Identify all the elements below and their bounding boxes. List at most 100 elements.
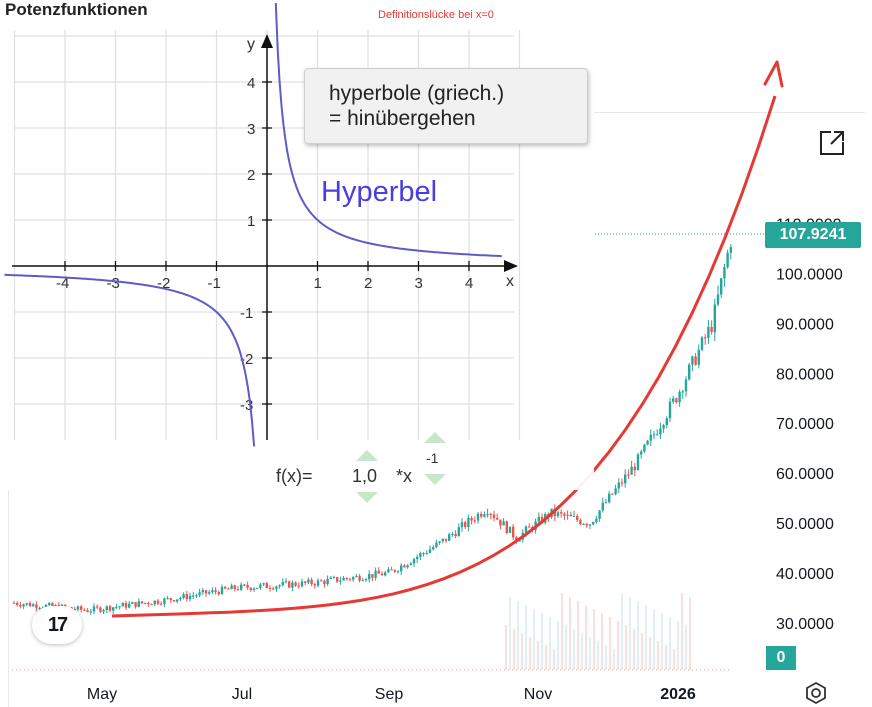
candle-body bbox=[233, 585, 236, 590]
candle-body bbox=[182, 594, 185, 598]
expand-chart-button[interactable] bbox=[800, 118, 864, 168]
candle-body bbox=[51, 603, 54, 607]
candle-body bbox=[243, 584, 246, 586]
candle-body bbox=[268, 587, 272, 589]
candle-body bbox=[156, 600, 160, 604]
candle-body bbox=[217, 591, 220, 595]
candle-body bbox=[323, 580, 326, 585]
candle-body bbox=[227, 588, 230, 590]
candle-body bbox=[12, 602, 16, 604]
volume-bar bbox=[661, 613, 663, 670]
candle-body bbox=[112, 607, 115, 611]
candle-body bbox=[444, 538, 448, 541]
candle-body bbox=[361, 580, 364, 582]
candle-body bbox=[704, 337, 707, 339]
candle-body bbox=[451, 533, 454, 535]
candle-body bbox=[368, 574, 371, 580]
candle-body bbox=[236, 589, 240, 591]
candle-body bbox=[601, 502, 604, 511]
candle-body bbox=[281, 581, 284, 586]
time-axis-tick: May bbox=[87, 686, 117, 703]
candle-body bbox=[384, 572, 387, 576]
candle-body bbox=[246, 584, 249, 588]
candle-body bbox=[275, 586, 278, 590]
exponent-value[interactable]: -1 bbox=[426, 450, 439, 466]
volume-bar bbox=[529, 637, 531, 670]
candle-body bbox=[592, 521, 595, 525]
volume-bar bbox=[681, 593, 683, 670]
time-axis-tick: Nov bbox=[524, 686, 552, 703]
candle-body bbox=[144, 602, 147, 604]
coefficient-value[interactable]: 1,0 bbox=[352, 466, 378, 486]
candle-body bbox=[585, 523, 588, 526]
volume-bar bbox=[649, 637, 651, 670]
price-axis-tick: 40.0000 bbox=[776, 566, 834, 583]
price-axis-tick: 100.0000 bbox=[776, 267, 843, 284]
candle-body bbox=[646, 440, 649, 445]
candle-body bbox=[265, 583, 268, 588]
volume-bar bbox=[605, 645, 607, 670]
candle-body bbox=[355, 575, 358, 578]
candle-body bbox=[380, 573, 384, 576]
exponent-decrease-arrow[interactable] bbox=[424, 474, 446, 485]
volume-badge: 0 bbox=[766, 646, 796, 670]
candle-body bbox=[137, 601, 140, 607]
volume-bar bbox=[565, 625, 567, 670]
candle-body bbox=[249, 587, 252, 591]
volume-bar bbox=[577, 601, 579, 670]
volume-bar bbox=[569, 597, 571, 670]
x-tick-label: -1 bbox=[208, 275, 221, 292]
volume-bar bbox=[505, 625, 507, 670]
candle-body bbox=[486, 513, 489, 515]
candle-body bbox=[508, 526, 512, 533]
candle-body bbox=[678, 391, 681, 403]
price-axis-tick: 90.0000 bbox=[776, 316, 834, 333]
settings-icon[interactable] bbox=[803, 680, 829, 706]
volume-bar bbox=[629, 597, 631, 670]
candle-body bbox=[464, 522, 467, 528]
candle-body bbox=[364, 579, 368, 581]
exponent-increase-arrow[interactable] bbox=[424, 432, 446, 443]
candle-body bbox=[668, 401, 672, 419]
candle-body bbox=[169, 598, 172, 601]
candle-body bbox=[563, 513, 566, 516]
candle-body bbox=[201, 590, 204, 593]
candle-body bbox=[512, 526, 515, 538]
x-axis-arrow bbox=[504, 260, 518, 272]
x-tick-label: -3 bbox=[107, 275, 120, 292]
volume-bar bbox=[517, 601, 519, 670]
trend-curve bbox=[111, 95, 777, 618]
candle-body bbox=[294, 582, 297, 586]
candle-body bbox=[121, 603, 124, 607]
candle-body bbox=[489, 513, 492, 515]
candle-body bbox=[720, 278, 723, 295]
candle-body bbox=[598, 510, 601, 519]
candle-body bbox=[131, 602, 134, 604]
candle-body bbox=[700, 337, 704, 350]
candle-body bbox=[604, 502, 608, 504]
coefficient-increase-arrow[interactable] bbox=[356, 450, 378, 461]
candle-body bbox=[352, 577, 355, 580]
volume-bar bbox=[601, 613, 603, 670]
volume-bar bbox=[613, 649, 615, 670]
volume-bar bbox=[657, 641, 659, 670]
candle-body bbox=[377, 570, 380, 574]
coefficient-decrease-arrow[interactable] bbox=[356, 492, 378, 503]
candle-body bbox=[262, 583, 265, 585]
candle-body bbox=[153, 600, 156, 605]
candle-body bbox=[576, 516, 579, 521]
volume-bar bbox=[593, 609, 595, 670]
volume-bar bbox=[685, 625, 687, 670]
candle-body bbox=[691, 356, 694, 365]
tradingview-logo[interactable]: 17 bbox=[32, 606, 82, 644]
price-axis-tick: 30.0000 bbox=[776, 616, 834, 633]
candle-body bbox=[230, 585, 233, 590]
candle-body bbox=[160, 603, 163, 605]
y-tick-label: 4 bbox=[247, 75, 255, 92]
candle-body bbox=[288, 581, 291, 588]
candle-body bbox=[220, 586, 224, 595]
candle-body bbox=[499, 519, 502, 526]
price-axis-tick: 60.0000 bbox=[776, 466, 834, 483]
candle-body bbox=[393, 569, 396, 572]
y-tick-label: 1 bbox=[247, 213, 255, 230]
